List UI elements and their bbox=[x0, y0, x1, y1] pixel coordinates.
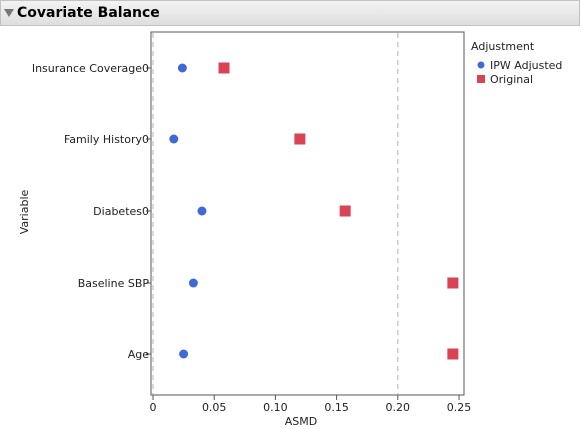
y-axis-label: Variable bbox=[18, 190, 31, 235]
ipw-adjusted-point[interactable] bbox=[179, 349, 189, 359]
data-points bbox=[169, 62, 459, 360]
legend-title: Adjustment bbox=[471, 40, 535, 53]
ipw-adjusted-point[interactable] bbox=[197, 206, 207, 216]
panel-header[interactable]: Covariate Balance bbox=[0, 0, 580, 26]
reference-lines bbox=[152, 33, 399, 394]
y-tick-label: Diabetes0 bbox=[93, 205, 149, 218]
original-point[interactable] bbox=[294, 133, 306, 145]
legend-label: Original bbox=[490, 73, 533, 86]
ipw-adjusted-point[interactable] bbox=[188, 278, 198, 288]
y-tick-label: Family History0 bbox=[64, 133, 149, 146]
original-point[interactable] bbox=[339, 205, 351, 217]
x-axis-label: ASMD bbox=[285, 415, 317, 428]
panel-title: Covariate Balance bbox=[17, 5, 160, 21]
y-axis: Insurance Coverage0 Family History0 Diabet… bbox=[32, 62, 151, 361]
x-tick-label: 0 bbox=[150, 401, 157, 414]
y-tick-label: Age bbox=[128, 348, 150, 361]
y-tick-label: Baseline SBP bbox=[78, 277, 150, 290]
collapse-triangle-icon[interactable] bbox=[4, 9, 14, 17]
ipw-adjusted-point[interactable] bbox=[169, 134, 179, 144]
original-point[interactable] bbox=[447, 348, 459, 360]
original-point[interactable] bbox=[447, 277, 459, 289]
x-tick-label: 0.10 bbox=[263, 401, 288, 414]
x-tick-label: 0.05 bbox=[202, 401, 227, 414]
x-axis: 0 0.05 0.10 0.15 0.20 0.25 bbox=[150, 395, 472, 414]
x-tick-label: 0.15 bbox=[324, 401, 349, 414]
x-tick-label: 0.20 bbox=[386, 401, 411, 414]
legend-marker-circle bbox=[477, 61, 485, 69]
x-tick-label: 0.25 bbox=[447, 401, 472, 414]
ipw-adjusted-point[interactable] bbox=[177, 63, 187, 73]
y-tick-label: Insurance Coverage0 bbox=[32, 62, 149, 75]
original-point[interactable] bbox=[218, 62, 230, 74]
legend-marker-square bbox=[477, 75, 485, 83]
legend-label: IPW Adjusted bbox=[490, 59, 562, 72]
plot-frame bbox=[150, 31, 465, 396]
